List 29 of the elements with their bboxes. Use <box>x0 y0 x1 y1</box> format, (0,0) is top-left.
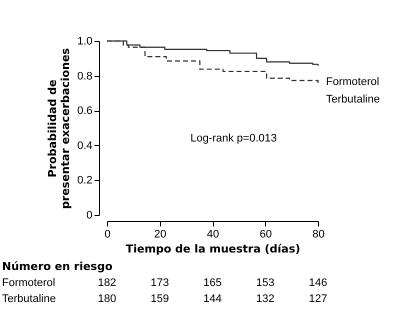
text: Número en riesgo <box>2 260 113 273</box>
text: 144 <box>203 293 222 305</box>
text: 180 <box>98 293 116 305</box>
y-tick-label: 0.6 <box>77 105 92 118</box>
y-axis-title: Probabilidad de presentar exacerbaciones <box>46 48 72 209</box>
x-tick-label: 40 <box>206 228 220 240</box>
series-label: Formoterol <box>326 76 380 88</box>
x-axis-title: Tiempo de la muestra (días) <box>126 242 300 256</box>
y-tick-label: 0.8 <box>77 70 92 82</box>
text: 132 <box>256 293 274 305</box>
text: 182 <box>98 277 116 289</box>
text: 173 <box>150 277 169 289</box>
text: 127 <box>308 293 328 305</box>
y-tick-label: 0.4 <box>77 140 92 152</box>
text: 159 <box>150 293 169 305</box>
series-label: Terbutaline <box>326 93 380 106</box>
text: 165 <box>203 277 222 289</box>
x-tick-label: 80 <box>312 228 325 240</box>
x-tick-label: 0 <box>104 228 111 240</box>
x-tick-label: 60 <box>260 228 272 240</box>
annotation: Log-rank p=0.013 <box>190 132 277 144</box>
text: Formoterol <box>2 277 56 289</box>
text: Terbutaline <box>2 293 56 305</box>
text: 146 <box>308 277 328 289</box>
y-tick-label: 0.2 <box>77 174 92 187</box>
y-tick-label: 1.0 <box>77 36 92 48</box>
text: 153 <box>256 277 274 289</box>
y-tick-label: 0 <box>86 210 92 222</box>
x-tick-label: 20 <box>154 228 166 240</box>
